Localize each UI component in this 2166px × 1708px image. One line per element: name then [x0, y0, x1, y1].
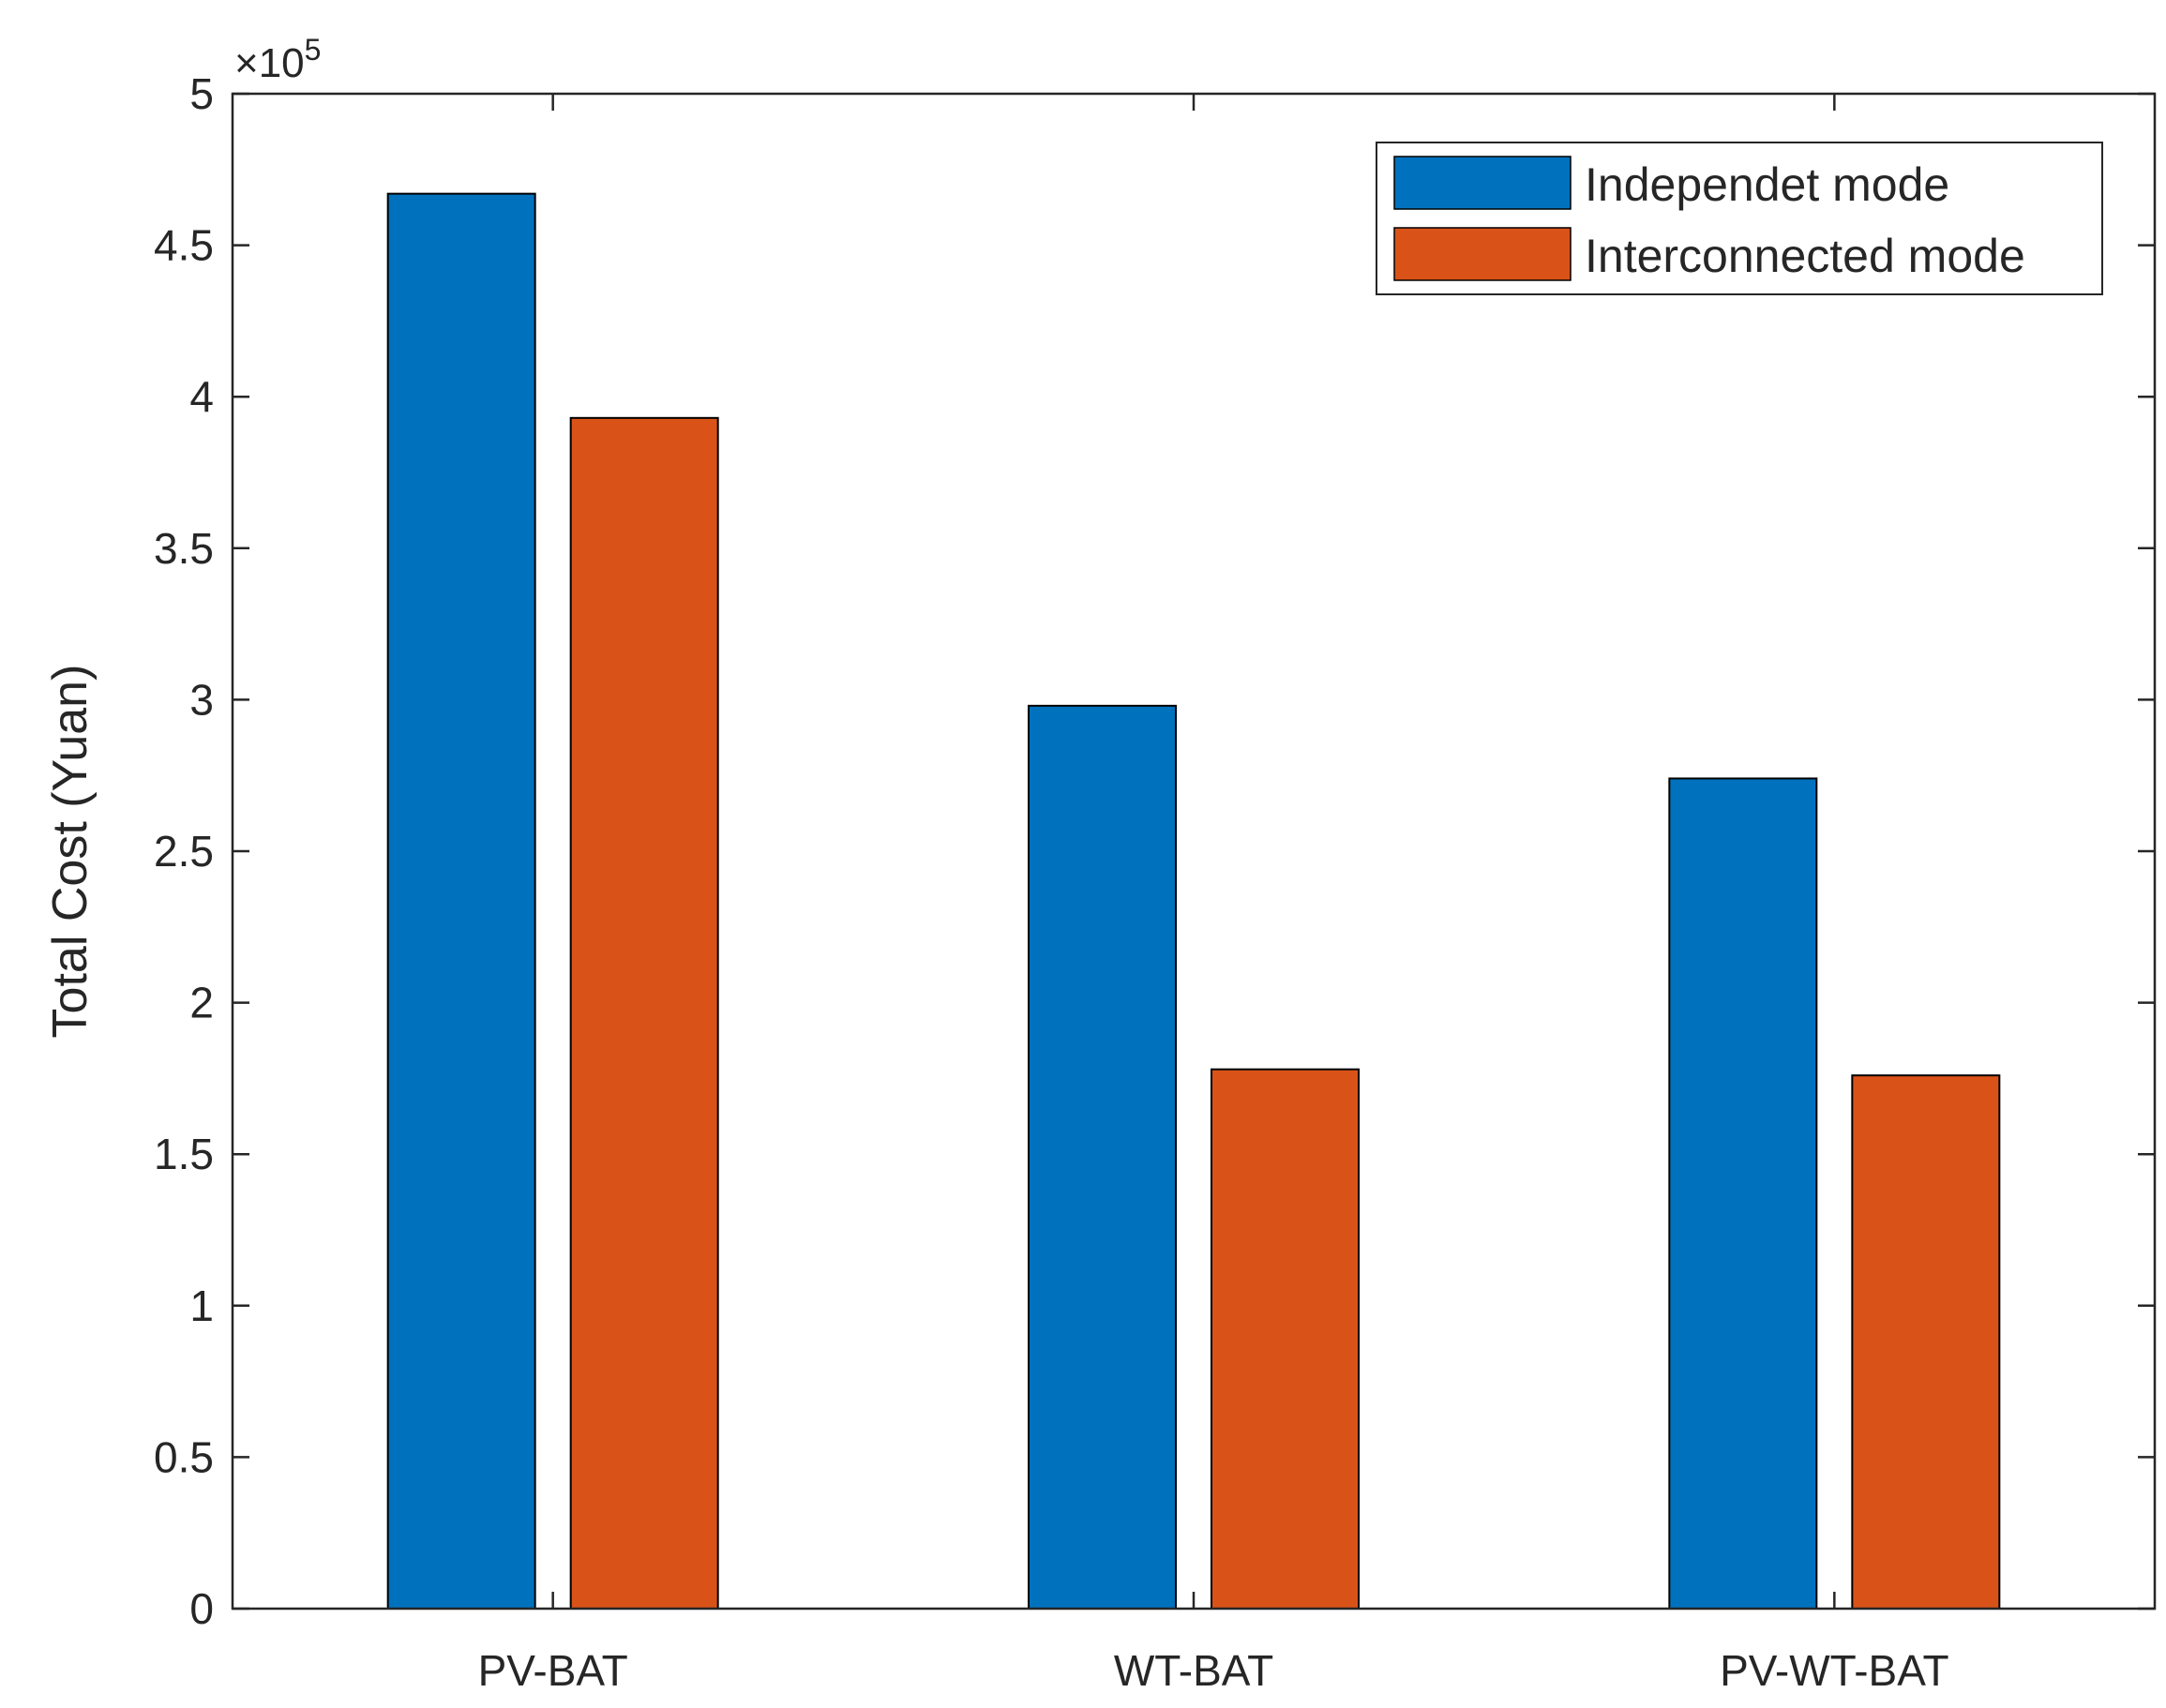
multiplier-exponent: 5 [305, 33, 322, 67]
legend-label-interconnected: Interconnected mode [1585, 230, 2025, 282]
y-tick-label: 3.5 [154, 524, 214, 573]
legend-label-independent: Independet mode [1585, 158, 1949, 211]
y-tick-label: 5 [189, 69, 214, 118]
x-tick-label-pv-wt-bat: PV-WT-BAT [1720, 1646, 1949, 1695]
y-tick-label: 0 [189, 1584, 214, 1633]
y-tick-label: 2 [189, 979, 214, 1027]
y-axis-label: Total Cost (Yuan) [43, 665, 98, 1039]
y-tick-label: 4.5 [154, 221, 214, 270]
y-tick-label: 1.5 [154, 1130, 214, 1178]
x-axis: PV-BAT WT-BAT PV-WT-BAT [478, 94, 1949, 1695]
x-tick-label-pv-bat: PV-BAT [478, 1646, 628, 1695]
bar-pv-bat-independent [386, 192, 536, 1610]
bar-wt-bat-independent [1028, 704, 1177, 1610]
x-tick-label-wt-bat: WT-BAT [1114, 1646, 1273, 1695]
y-axis: 0 0.5 1 1.5 2 2.5 3 3.5 4 4.5 5 [154, 69, 2155, 1633]
bar-pv-wt-bat-independent [1668, 777, 1818, 1610]
bars-layer [386, 192, 2001, 1611]
legend-swatch-independent [1393, 156, 1572, 210]
multiplier-base: ×10 [234, 40, 305, 86]
bar-pv-wt-bat-interconnected [1851, 1074, 2001, 1610]
y-tick-label: 4 [189, 372, 214, 421]
y-axis-multiplier: ×105 [234, 33, 321, 86]
y-tick-label: 1 [189, 1281, 214, 1330]
bar-wt-bat-interconnected [1211, 1068, 1360, 1610]
y-tick-label: 0.5 [154, 1432, 214, 1481]
legend-swatch-interconnected [1393, 227, 1572, 281]
y-tick-label: 2.5 [154, 827, 214, 876]
y-tick-label: 3 [189, 675, 214, 724]
bar-pv-bat-interconnected [569, 416, 719, 1611]
legend: Independet mode Interconnected mode [1376, 142, 2103, 295]
